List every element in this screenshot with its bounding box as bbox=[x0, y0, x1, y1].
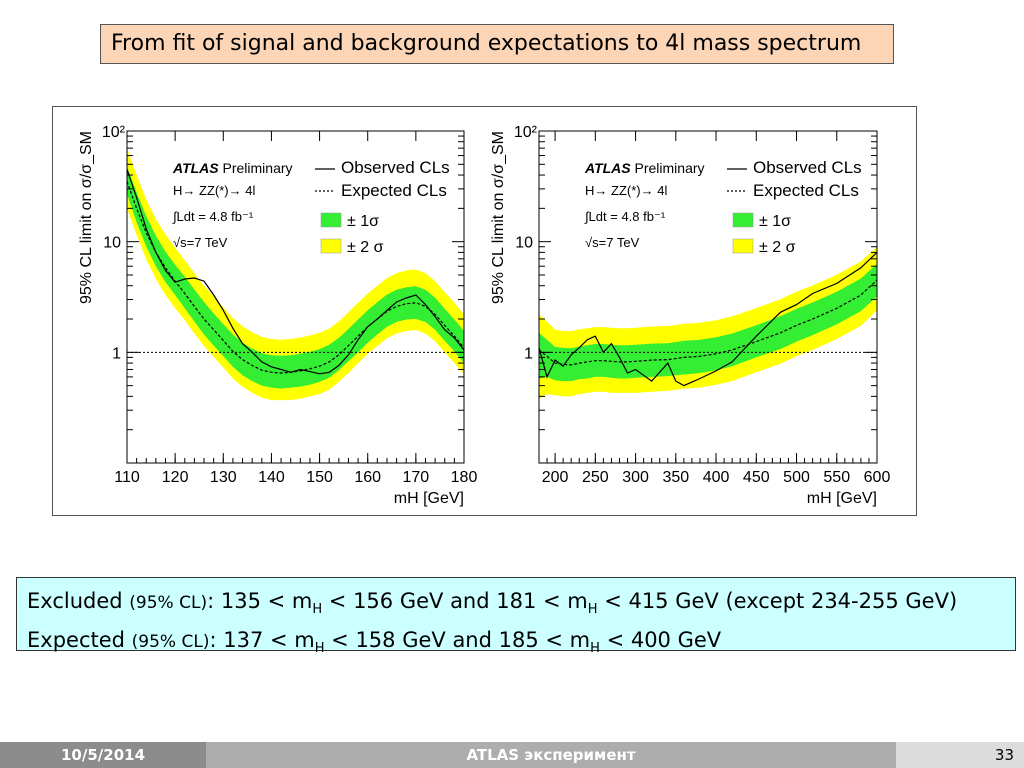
legend-band2: ± 2 σ bbox=[347, 239, 384, 256]
x-tick-label: 250 bbox=[582, 469, 609, 486]
excluded-sub-2: H bbox=[587, 602, 598, 618]
x-tick-label: 450 bbox=[743, 469, 770, 486]
expected-line bbox=[539, 279, 877, 366]
footer: 10/5/2014 ATLAS эксперимент 33 bbox=[0, 742, 1024, 768]
x-tick-label: 200 bbox=[542, 469, 569, 486]
legend-channel: H→ ZZ(*)→ 4l bbox=[173, 183, 255, 198]
legend-band2-swatch bbox=[732, 238, 754, 254]
y-axis-label: 95% CL limit on σ/σ_SM bbox=[490, 131, 507, 304]
legend-atlas: ATLAS Preliminary bbox=[584, 160, 705, 176]
y-tick-label: 10 bbox=[103, 235, 121, 252]
band-1sigma bbox=[127, 166, 464, 389]
limit-figure: 110 120 130 140 150 160 170 180 1 10 10² mH [GeV] 95… bbox=[52, 106, 917, 516]
excluded-label: Excluded bbox=[27, 589, 123, 613]
x-tick-label: 600 bbox=[864, 469, 891, 486]
plot-frame bbox=[126, 130, 465, 464]
x-tick-label: 180 bbox=[451, 469, 478, 486]
x-tick-label: 400 bbox=[703, 469, 730, 486]
expected-text-3: < 400 GeV bbox=[599, 628, 722, 653]
legend-observed: Observed CLs bbox=[341, 158, 450, 177]
footer-title: ATLAS эксперимент bbox=[206, 742, 896, 768]
legend-lumi: ∫Ldt = 4.8 fb⁻¹ bbox=[172, 209, 254, 224]
footer-date: 10/5/2014 bbox=[0, 742, 206, 768]
legend-band2-swatch bbox=[320, 238, 342, 254]
excluded-sub-1: H bbox=[312, 602, 323, 618]
x-tick-label: 140 bbox=[258, 469, 285, 486]
expected-cl: (95% CL) bbox=[131, 632, 210, 653]
legend-band1-swatch bbox=[732, 212, 754, 228]
x-tick-label: 500 bbox=[783, 469, 810, 486]
x-tick-label: 120 bbox=[162, 469, 189, 486]
y-tick-label: 10² bbox=[514, 124, 538, 141]
x-tick-label: 350 bbox=[662, 469, 689, 486]
excluded-line: Excluded (95% CL): 135 < mH < 156 GeV an… bbox=[27, 586, 1015, 625]
y-tick-label: 10 bbox=[515, 235, 533, 252]
slide-title: From fit of signal and background expect… bbox=[100, 24, 894, 64]
legend-energy: √s=7 TeV bbox=[173, 235, 228, 250]
legend-energy: √s=7 TeV bbox=[585, 235, 640, 250]
expected-sub-2: H bbox=[590, 641, 600, 657]
legend-expected: Expected CLs bbox=[753, 181, 859, 200]
plot-area-right bbox=[539, 246, 877, 399]
x-tick-label: 130 bbox=[210, 469, 237, 486]
y-tick-label: 10² bbox=[102, 124, 126, 141]
x-tick-label: 550 bbox=[823, 469, 850, 486]
x-tick-label: 170 bbox=[403, 469, 430, 486]
expected-text-2: < 158 GeV and 185 < m bbox=[324, 628, 591, 653]
legend-expected: Expected CLs bbox=[341, 181, 447, 200]
legend-band1-swatch bbox=[320, 212, 342, 228]
x-axis-label: mH [GeV] bbox=[394, 490, 464, 507]
expected-text-1: : 137 < m bbox=[209, 628, 315, 653]
legend-channel: H→ ZZ(*)→ 4l bbox=[585, 183, 667, 198]
legend-band1: ± 1σ bbox=[759, 213, 791, 230]
page-number: 33 bbox=[896, 742, 1024, 768]
expected-line bbox=[127, 181, 464, 374]
expected-line: Expected (95% CL): 137 < mH < 158 GeV an… bbox=[27, 625, 1015, 664]
y-axis-label: 95% CL limit on σ/σ_SM bbox=[78, 131, 95, 304]
excluded-text-3: < 415 GeV (except 234-255 GeV) bbox=[597, 589, 958, 613]
x-axis-label: mH [GeV] bbox=[807, 490, 877, 507]
legend-band2: ± 2 σ bbox=[759, 239, 796, 256]
observed-line bbox=[539, 251, 877, 387]
excluded-text-1: : 135 < m bbox=[207, 589, 313, 613]
x-tick-label: 110 bbox=[114, 469, 140, 486]
expected-sub-1: H bbox=[314, 641, 325, 657]
legend-lumi: ∫Ldt = 4.8 fb⁻¹ bbox=[584, 209, 666, 224]
excluded-cl: (95% CL) bbox=[129, 593, 208, 613]
observed-line bbox=[127, 169, 464, 375]
expected-label: Expected bbox=[27, 628, 125, 653]
legend-observed: Observed CLs bbox=[753, 158, 862, 177]
x-tick-label: 160 bbox=[354, 469, 381, 486]
x-tick-label: 300 bbox=[622, 469, 649, 486]
legend-atlas: ATLAS Preliminary bbox=[172, 160, 293, 176]
excluded-text-2: < 156 GeV and 181 < m bbox=[322, 589, 588, 613]
result-box: Excluded (95% CL): 135 < mH < 156 GeV an… bbox=[16, 577, 1016, 656]
legend-band1: ± 1σ bbox=[347, 213, 379, 230]
y-tick-label: 1 bbox=[112, 345, 121, 362]
x-tick-label: 150 bbox=[306, 469, 333, 486]
band-1sigma bbox=[539, 263, 877, 382]
plot-area-left bbox=[127, 148, 464, 401]
chart-right: 200 250 300 350 400 450 500 550 600 1 10 10² mH [GeV… bbox=[490, 124, 890, 507]
y-tick-label: 1 bbox=[524, 345, 533, 362]
